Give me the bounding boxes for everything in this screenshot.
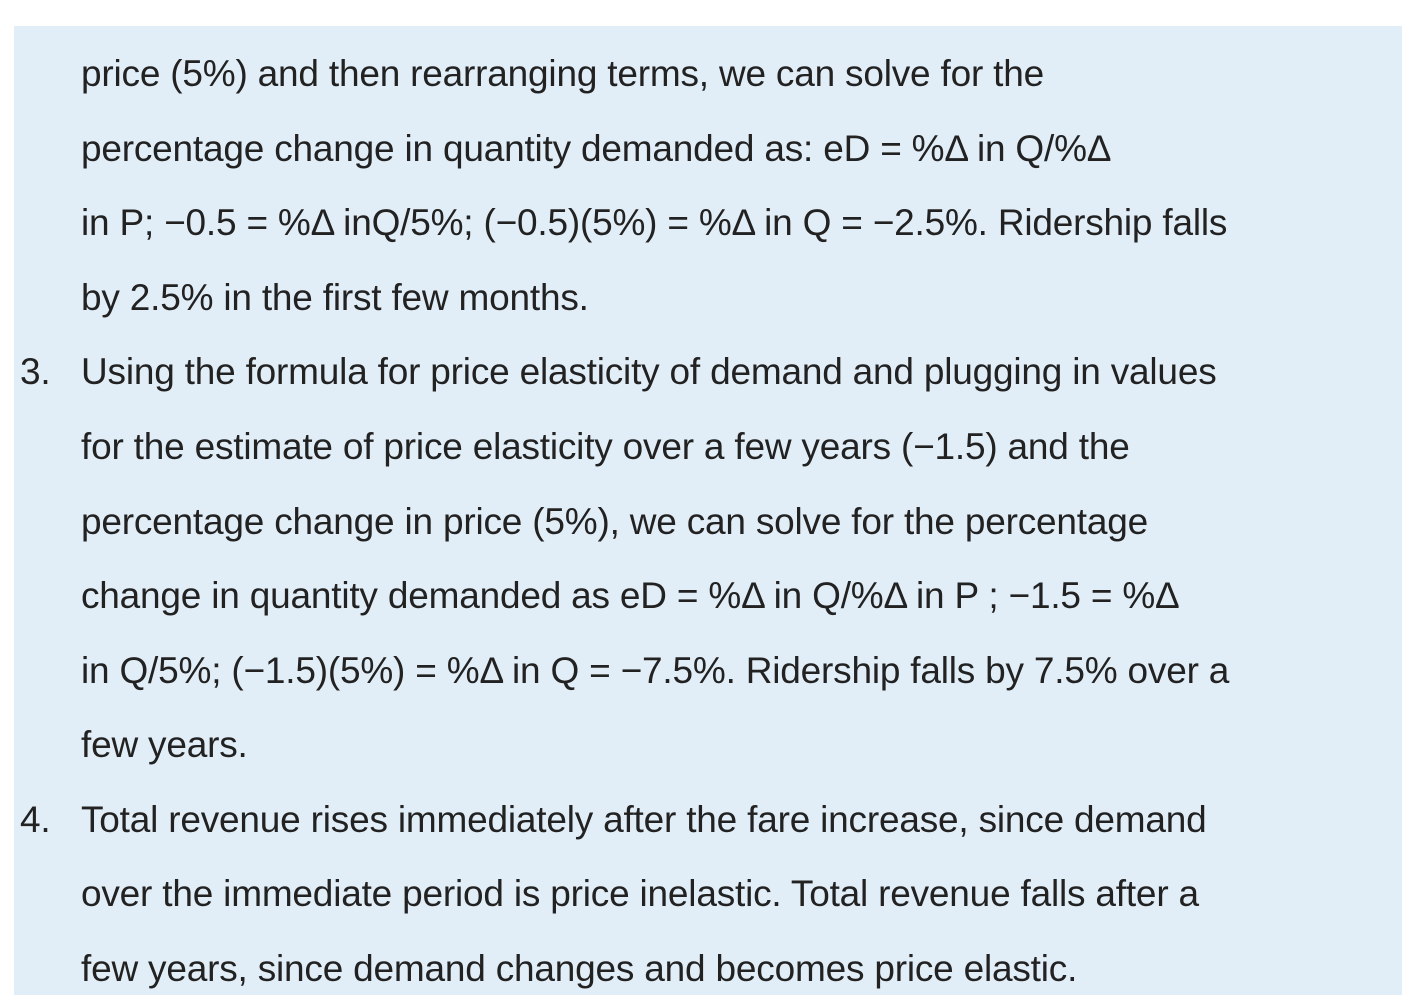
item-3-line: change in quantity demanded as eD = %Δ i… [81,575,1180,616]
item-3-line: in Q/5%; (−1.5)(5%) = %Δ in Q = −7.5%. R… [81,650,1230,691]
item-3-line: Using the formula for price elasticity o… [81,351,1217,392]
item-2-line: percentage change in quantity demanded a… [81,128,1112,169]
answer-panel: price (5%) and then rearranging terms, w… [14,26,1402,995]
item-3-line: for the estimate of price elasticity ove… [81,426,1130,467]
item-3-line: percentage change in price (5%), we can … [81,501,1149,542]
item-2-line: price (5%) and then rearranging terms, w… [81,53,1045,94]
item-2-line: in P; −0.5 = %Δ inQ/5%; (−0.5)(5%) = %Δ … [81,202,1228,243]
item-2-line: by 2.5% in the first few months. [81,277,589,318]
item-3-line: few years. [81,724,248,765]
item-3-number: 3. [20,351,51,392]
item-4-line: few years, since demand changes and beco… [81,948,1078,989]
item-4-line: Total revenue rises immediately after th… [81,799,1207,840]
item-4-line: over the immediate period is price inela… [81,873,1199,914]
item-4-number: 4. [20,799,51,840]
